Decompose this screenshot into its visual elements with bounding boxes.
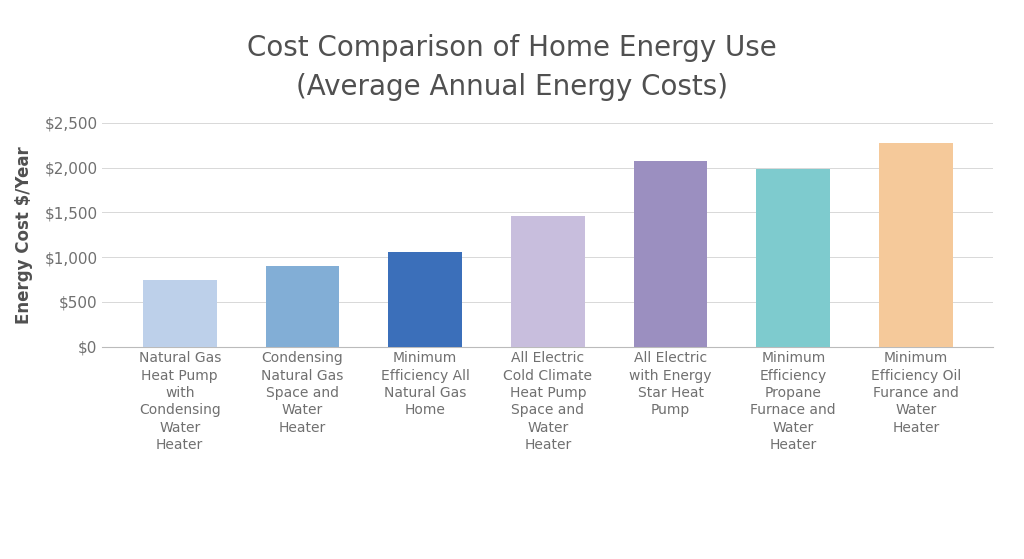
- Bar: [880, 143, 952, 347]
- Y-axis label: Energy Cost $/Year: Energy Cost $/Year: [15, 146, 34, 324]
- Text: (Average Annual Energy Costs): (Average Annual Energy Costs): [296, 73, 728, 101]
- Bar: [511, 216, 585, 347]
- Bar: [634, 160, 708, 347]
- Bar: [143, 280, 216, 347]
- Bar: [265, 266, 339, 347]
- Bar: [757, 169, 830, 347]
- Bar: [388, 252, 462, 347]
- Text: Cost Comparison of Home Energy Use: Cost Comparison of Home Energy Use: [247, 34, 777, 61]
